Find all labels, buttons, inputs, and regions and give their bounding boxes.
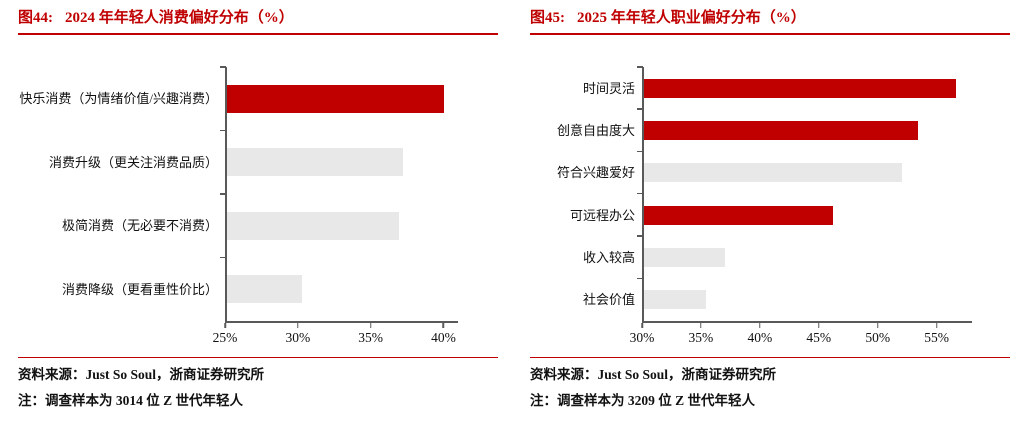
bar-row	[637, 65, 972, 109]
bar-row	[637, 277, 972, 321]
category-label: 消费升级（更关注消费品质）	[48, 154, 218, 170]
bar	[644, 78, 956, 98]
x-tick-label: 55%	[924, 330, 950, 345]
x-tick-mark	[935, 323, 938, 328]
x-tick-label: 45%	[806, 330, 832, 345]
figure-label: 图45:	[530, 10, 565, 26]
x-tick-label: 25%	[212, 330, 238, 345]
category-label: 可远程办公	[569, 207, 635, 223]
category-label: 快乐消费（为情绪价值/兴趣消费）	[19, 91, 218, 107]
bar-row	[220, 129, 458, 195]
category-label: 社会价值	[582, 292, 635, 308]
bar	[644, 120, 919, 140]
bar	[227, 148, 404, 177]
source-text: 资料来源：Just So Soul，浙商证券研究所	[530, 367, 777, 382]
x-tick-label: 30%	[285, 330, 311, 345]
bar	[644, 205, 833, 225]
bar	[644, 163, 902, 183]
x-tick-mark	[876, 323, 879, 328]
x-tick-mark	[442, 323, 445, 328]
figure-44-panel: 图44: 2024 年年轻人消费偏好分布（%） 快乐消费（为情绪价值/兴趣消费）…	[18, 7, 498, 408]
x-tick-label: 35%	[358, 330, 383, 345]
bar-row	[220, 256, 458, 322]
x-axis: 30% 35% 40% 45% 50% 55%	[630, 321, 972, 347]
bar	[644, 247, 725, 267]
figure-label: 图44:	[18, 10, 53, 26]
plot-area	[220, 66, 458, 322]
category-label: 时间灵活	[582, 80, 635, 96]
x-tick-label: 50%	[865, 330, 891, 345]
x-tick-mark	[369, 323, 372, 328]
category-label: 消费降级（更看重性价比）	[61, 281, 218, 297]
bar	[227, 211, 399, 240]
footer-divider	[530, 357, 1010, 358]
x-tick-mark	[224, 323, 226, 328]
x-tick-label: 35%	[688, 330, 714, 345]
bar-row	[220, 66, 458, 131]
bar-row	[637, 235, 972, 278]
chart-title: 2025 年年轻人职业偏好分布（%）	[577, 10, 806, 26]
x-tick-label: 30%	[629, 330, 655, 345]
category-labels: 时间灵活创意自由度大 符合兴趣爱好可远程办公收入较高社会价值	[530, 67, 642, 321]
bar-chart-career: 时间灵活创意自由度大 符合兴趣爱好可远程办公收入较高社会价值	[530, 65, 1010, 321]
bar-row	[637, 108, 972, 151]
category-label: 收入较高	[582, 249, 635, 265]
x-axis: 25% 30% 35% 40%	[213, 321, 458, 347]
note-text: 注：调查样本为 3014 位 Z 世代年轻人	[18, 393, 244, 408]
x-tick-mark	[759, 323, 761, 328]
plot-area	[637, 65, 972, 321]
category-label: 极简消费（无必要不消费）	[61, 218, 218, 234]
x-tick-mark	[297, 323, 299, 328]
category-label: 符合兴趣爱好	[556, 165, 635, 181]
source-text: 资料来源：Just So Soul，浙商证券研究所	[18, 367, 265, 382]
category-label: 创意自由度大	[556, 122, 635, 138]
bar-chart-consumption: 快乐消费（为情绪价值/兴趣消费） 消费升级（更关注消费品质） 极简消费（无必要不消费…	[18, 66, 498, 322]
bar-row	[637, 192, 972, 236]
bar	[644, 290, 707, 310]
x-tick-mark	[818, 323, 820, 328]
figure-44-header: 图44: 2024 年年轻人消费偏好分布（%）	[18, 7, 498, 35]
x-tick-mark	[641, 323, 643, 328]
bar	[227, 275, 303, 304]
bar-row	[220, 193, 458, 258]
figure-45-header: 图45: 2025 年年轻人职业偏好分布（%）	[530, 7, 1010, 35]
chart-title: 2024 年年轻人消费偏好分布（%）	[65, 10, 294, 26]
x-tick-label: 40%	[747, 330, 773, 345]
footer-divider	[18, 357, 498, 358]
bar-row	[637, 150, 972, 194]
bar	[227, 84, 444, 113]
x-tick-label: 40%	[431, 330, 456, 345]
category-labels: 快乐消费（为情绪价值/兴趣消费） 消费升级（更关注消费品质） 极简消费（无必要不消费…	[18, 67, 225, 321]
figure-45-panel: 图45: 2025 年年轻人职业偏好分布（%） 时间灵活创意自由度大 符合兴趣爱好…	[512, 0, 1024, 421]
x-tick-mark	[700, 323, 702, 328]
note-text: 注：调查样本为 3209 位 Z 世代年轻人	[530, 393, 756, 408]
